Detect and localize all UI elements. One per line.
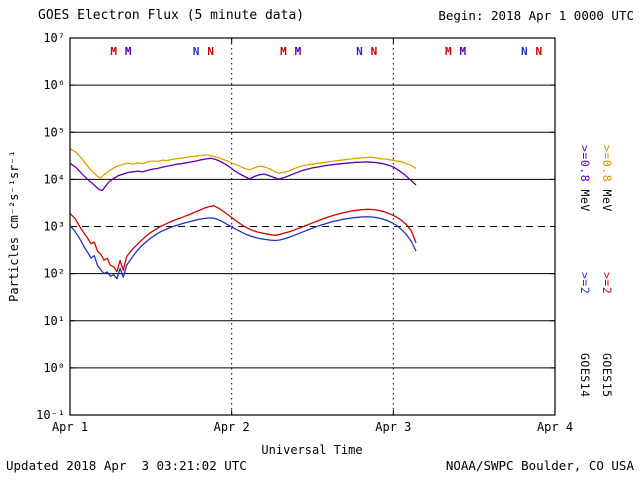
- marker-m-label: M: [110, 45, 117, 58]
- legend-goes15-e2: >=2: [600, 272, 614, 294]
- marker-n-label: N: [207, 45, 214, 58]
- x-tick-label-3: Apr 4: [537, 420, 573, 434]
- y-tick-label-1e4: 10⁴: [43, 172, 65, 186]
- y-tick-label-1e5: 10⁵: [43, 125, 65, 139]
- x-tick-label-1: Apr 2: [214, 420, 250, 434]
- series-goes14-0.8-mev: [69, 157, 417, 192]
- y-tick-label-1e3: 10³: [43, 220, 65, 234]
- y-tick-label-1e0: 10⁰: [43, 361, 65, 375]
- updated-timestamp: Updated 2018 Apr 3 03:21:02 UTC: [6, 458, 247, 473]
- x-tick-label-0: Apr 1: [52, 420, 88, 434]
- legend-goes14-satellite: GOES14: [578, 353, 592, 398]
- marker-m-label: M: [445, 45, 452, 58]
- plot-border: [69, 37, 556, 416]
- x-tick-label-2: Apr 3: [375, 420, 411, 434]
- marker-m-label: M: [280, 45, 287, 58]
- series-goes14-2-mev: [69, 216, 417, 280]
- source-attribution: NOAA/SWPC Boulder, CO USA: [445, 458, 634, 473]
- y-axis-label: Particles cm⁻²s⁻¹sr⁻¹: [7, 150, 21, 302]
- y-tick-label-1e-1: 10⁻¹: [36, 408, 65, 422]
- marker-n-label: N: [356, 45, 363, 58]
- legend-goes14-e08: >=0.8 MeV: [578, 145, 592, 212]
- legend-goes15-e2-value: >=2: [600, 272, 614, 295]
- y-tick-label-1e2: 10²: [43, 267, 65, 281]
- marker-n-label: N: [521, 45, 528, 58]
- legend-goes14-e2: >=2: [578, 272, 592, 294]
- marker-m-label: M: [125, 45, 132, 58]
- y-tick-label-1e6: 10⁶: [43, 78, 65, 92]
- legend-goes15-e08-value: >=0.8: [600, 145, 614, 183]
- begin-timestamp: Begin: 2018 Apr 1 0000 UTC: [438, 8, 634, 23]
- legend-goes15-e08: >=0.8 MeV: [600, 145, 614, 212]
- series-goes15-0.8-mev: [69, 148, 417, 179]
- y-tick-label-1e1: 10¹: [43, 314, 65, 328]
- chart-title: GOES Electron Flux (5 minute data): [38, 8, 305, 23]
- legend-goes15-e08-unit: MeV: [600, 182, 614, 212]
- legend-goes14-e08-unit: MeV: [578, 182, 592, 212]
- legend-goes14-e2-value: >=2: [578, 272, 592, 295]
- marker-n-label: N: [536, 45, 543, 58]
- legend-goes14-e08-value: >=0.8: [578, 145, 592, 183]
- legend-goes15-satellite: GOES15: [600, 353, 614, 398]
- series-goes15-2-mev: [69, 205, 417, 273]
- marker-n-label: N: [371, 45, 378, 58]
- y-tick-label-1e7: 10⁷: [43, 31, 65, 45]
- x-axis-label: Universal Time: [261, 443, 363, 457]
- marker-m-label: M: [460, 45, 467, 58]
- marker-m-label: M: [295, 45, 302, 58]
- marker-n-label: N: [193, 45, 200, 58]
